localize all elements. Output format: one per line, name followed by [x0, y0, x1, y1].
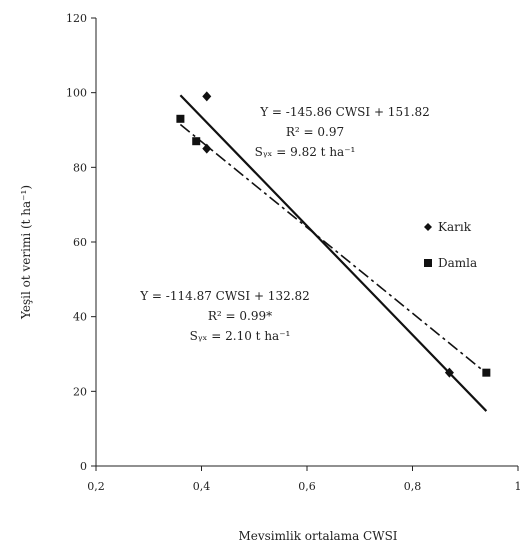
y-axis-label: Yeşil ot verimi (t ha⁻¹): [19, 185, 33, 320]
x-tick-label: 0,8: [404, 480, 422, 493]
x-axis-label: Mevsimlik ortalama CWSI: [238, 529, 397, 543]
damla-r2: R² = 0.99*: [208, 309, 272, 323]
karik-syx: Sᵧₓ = 9.82 t ha⁻¹: [255, 145, 356, 159]
legend-karik-marker: [424, 223, 432, 231]
y-tick-label: 60: [73, 236, 87, 249]
damla-syx: Sᵧₓ = 2.10 t ha⁻¹: [190, 329, 291, 343]
x-tick-label: 0,4: [193, 480, 211, 493]
y-tick-label: 100: [66, 87, 87, 100]
x-tick-label: 0,2: [87, 480, 105, 493]
axes: [95, 18, 518, 467]
y-tick-label: 80: [73, 161, 87, 174]
data-point-karik: [202, 91, 212, 102]
y-tick-label: 40: [73, 311, 87, 324]
y-tick-label: 20: [73, 385, 87, 398]
fit-lines: [179, 94, 488, 412]
x-tick-label: 1: [515, 480, 522, 493]
legend: Karık Damla: [424, 220, 477, 270]
ticks: 0 20 40 60 80 100 120 0,2 0,4 0,6 0,8 1: [66, 12, 522, 493]
data-point-damla: [176, 114, 185, 123]
x-tick-label: 0,6: [298, 480, 316, 493]
legend-damla-marker: [424, 259, 432, 267]
data-point-damla: [192, 137, 201, 146]
damla-equation-line: Y = -114.87 CWSI + 132.82: [139, 289, 310, 303]
data-point-damla: [482, 368, 491, 377]
data-point-karik: [444, 367, 454, 378]
y-tick-label: 0: [80, 460, 87, 473]
legend-karik-label: Karık: [438, 220, 472, 234]
fit-line-damla: [179, 123, 487, 374]
data-point-karik: [202, 143, 212, 154]
legend-damla-label: Damla: [438, 256, 477, 270]
fit-line-karik: [179, 94, 488, 412]
y-tick-label: 120: [66, 12, 87, 25]
karik-r2: R² = 0.97: [286, 125, 344, 139]
data-markers: [176, 91, 491, 378]
karik-equation-line: Y = -145.86 CWSI + 151.82: [259, 105, 430, 119]
karik-equation: Y = -145.86 CWSI + 151.82 R² = 0.97 Sᵧₓ …: [255, 105, 430, 159]
damla-equation: Y = -114.87 CWSI + 132.82 R² = 0.99* Sᵧₓ…: [139, 289, 310, 343]
